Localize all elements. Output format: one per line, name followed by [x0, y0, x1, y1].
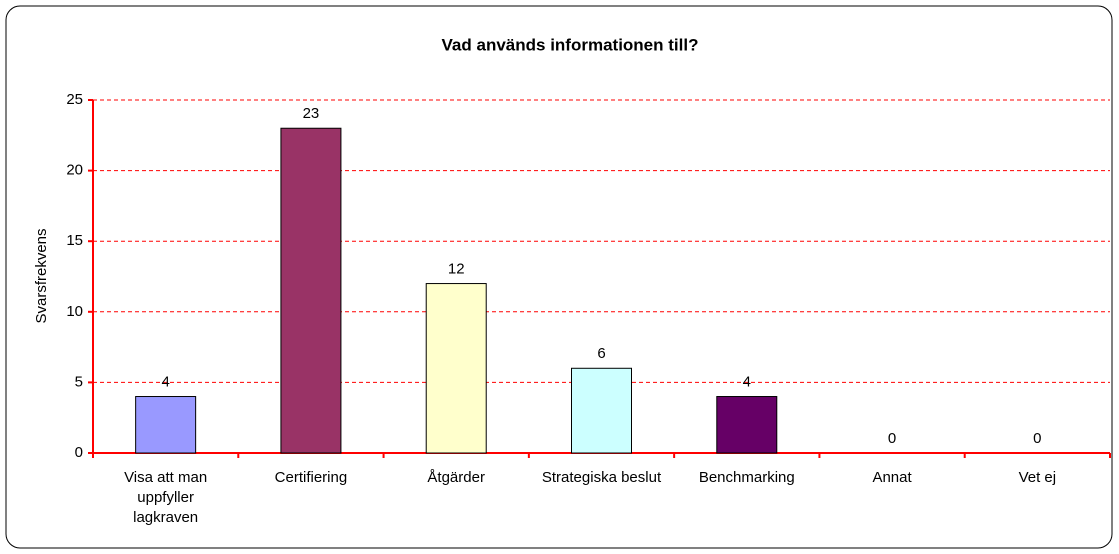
y-tick-label: 15 — [66, 232, 83, 249]
bar — [135, 396, 197, 454]
bar — [716, 396, 778, 454]
y-axis-label: Svarsfrekvens — [33, 228, 50, 323]
data-label: 0 — [888, 430, 896, 447]
y-tick-label: 0 — [75, 444, 83, 461]
data-label: 4 — [161, 373, 169, 390]
bar — [280, 127, 342, 454]
data-label: 12 — [448, 261, 465, 278]
y-tick-label: 20 — [66, 162, 83, 179]
y-tick-label: 25 — [66, 91, 83, 108]
data-label: 6 — [597, 345, 605, 362]
x-tick-label: Benchmarking — [698, 469, 795, 486]
x-tick-label: Annat — [872, 469, 912, 486]
chart-border — [5, 5, 1113, 549]
data-label: 4 — [743, 373, 751, 390]
x-tick-label: Åtgärder — [427, 469, 485, 486]
data-label: 23 — [303, 105, 320, 122]
data-label: 0 — [1033, 430, 1041, 447]
chart-title: Vad används informationen till? — [442, 35, 699, 54]
bar — [571, 367, 632, 454]
y-tick-label: 5 — [75, 373, 83, 390]
x-tick-label: Vet ej — [1018, 469, 1057, 486]
x-tick-label: Strategiska beslut — [541, 469, 662, 486]
y-tick-label: 10 — [66, 303, 83, 320]
x-tick-label: Certifiering — [274, 469, 348, 486]
x-tick-label: Visa att man uppfyller lagkraven — [124, 469, 208, 526]
bar — [425, 283, 487, 454]
